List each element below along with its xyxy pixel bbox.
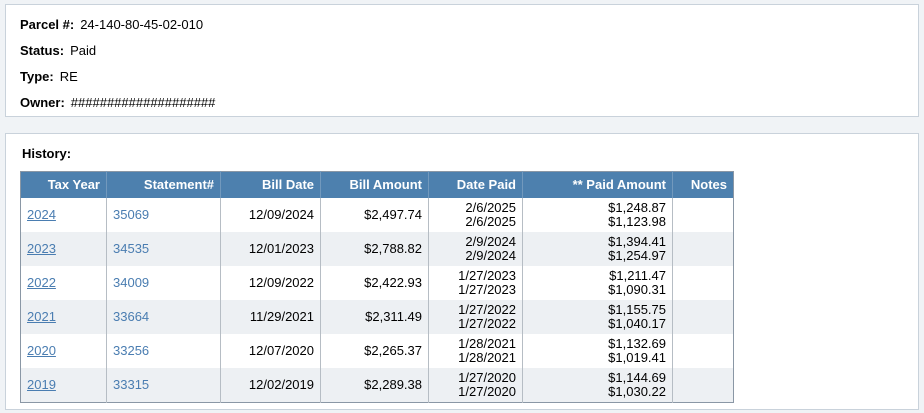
history-table: Tax Year Statement# Bill Date Bill Amoun… <box>20 171 734 403</box>
column-header-bill-amount: Bill Amount <box>320 171 429 198</box>
notes-cell <box>672 197 734 232</box>
table-row: 2022 34009 12/09/2022 $2,422.93 1/27/202… <box>21 265 734 300</box>
status-label: Status: <box>20 43 65 58</box>
table-row: 2019 33315 12/02/2019 $2,289.38 1/27/202… <box>20 367 734 402</box>
column-header-notes: Notes <box>672 171 734 198</box>
paid-amount-cell: $1,144.69 $1,030.22 <box>522 367 673 402</box>
date-paid-cell: 1/27/2022 1/27/2022 <box>428 299 523 334</box>
column-header-date-paid: Date Paid <box>428 171 523 198</box>
notes-cell <box>672 299 734 334</box>
owner-field: Owner: #################### <box>20 95 904 110</box>
tax-year-link[interactable]: 2021 <box>27 308 56 324</box>
status-field: Status: Paid <box>20 43 904 58</box>
statement-number[interactable]: 33664 <box>113 308 150 324</box>
paid-amount-cell: $1,155.75 $1,040.17 <box>522 299 673 334</box>
table-row: 2024 35069 12/09/2024 $2,497.74 2/6/2025… <box>21 197 734 232</box>
tax-year-link[interactable]: 2024 <box>27 206 56 222</box>
column-header-statement: Statement# <box>106 171 221 198</box>
notes-cell <box>672 367 734 402</box>
notes-cell <box>672 231 734 266</box>
type-label: Type: <box>20 69 54 84</box>
table-row: 2020 33256 12/07/2020 $2,265.37 1/28/202… <box>21 333 734 368</box>
column-header-bill-date: Bill Date <box>220 171 321 198</box>
table-header-row: Tax Year Statement# Bill Date Bill Amoun… <box>20 171 734 198</box>
paid-amount-cell: $1,211.47 $1,090.31 <box>522 265 673 300</box>
type-field: Type: RE <box>20 69 904 84</box>
paid-amount-cell: $1,248.87 $1,123.98 <box>522 197 673 232</box>
parcel-number-label: Parcel #: <box>20 17 75 32</box>
bill-amount-cell: $2,311.49 <box>320 299 429 334</box>
parcel-info-panel: Parcel #: 24-140-80-45-02-010 Status: Paid… <box>5 4 919 117</box>
statement-number[interactable]: 34535 <box>113 240 150 256</box>
parcel-number-value: 24-140-80-45-02-010 <box>80 17 204 32</box>
bill-date-cell: 12/01/2023 <box>220 231 321 266</box>
bill-amount-cell: $2,265.37 <box>320 333 429 368</box>
date-paid-cell: 2/9/2024 2/9/2024 <box>428 231 523 266</box>
owner-label: Owner: <box>20 95 65 110</box>
notes-cell <box>672 333 734 368</box>
bill-amount-cell: $2,497.74 <box>320 197 429 232</box>
tax-year-link[interactable]: 2023 <box>27 240 56 256</box>
bill-amount-cell: $2,788.82 <box>320 231 429 266</box>
tax-year-link[interactable]: 2020 <box>27 342 56 358</box>
date-paid-cell: 2/6/2025 2/6/2025 <box>428 197 523 232</box>
history-title: History: <box>22 146 72 161</box>
bill-amount-cell: $2,289.38 <box>320 367 429 402</box>
tax-year-link[interactable]: 2022 <box>27 274 56 290</box>
type-value: RE <box>59 69 78 84</box>
owner-value: #################### <box>70 95 216 110</box>
bill-date-cell: 12/09/2022 <box>220 265 321 300</box>
date-paid-cell: 1/27/2023 1/27/2023 <box>428 265 523 300</box>
statement-number[interactable]: 33315 <box>113 376 150 392</box>
paid-amount-cell: $1,132.69 $1,019.41 <box>522 333 673 368</box>
column-header-tax-year: Tax Year <box>20 171 107 198</box>
statement-number[interactable]: 33256 <box>113 342 150 358</box>
date-paid-cell: 1/28/2021 1/28/2021 <box>428 333 523 368</box>
table-row: 2021 33664 11/29/2021 $2,311.49 1/27/202… <box>20 299 734 334</box>
tax-year-link[interactable]: 2019 <box>27 376 56 392</box>
table-row: 2023 34535 12/01/2023 $2,788.82 2/9/2024… <box>20 231 734 266</box>
bill-amount-cell: $2,422.93 <box>320 265 429 300</box>
date-paid-cell: 1/27/2020 1/27/2020 <box>428 367 523 402</box>
notes-cell <box>672 265 734 300</box>
bill-date-cell: 11/29/2021 <box>220 299 321 334</box>
column-header-paid-amount: ** Paid Amount <box>522 171 673 198</box>
status-value: Paid <box>70 43 97 58</box>
bill-date-cell: 12/02/2019 <box>220 367 321 402</box>
statement-number[interactable]: 34009 <box>113 274 150 290</box>
paid-amount-cell: $1,394.41 $1,254.97 <box>522 231 673 266</box>
bill-date-cell: 12/07/2020 <box>220 333 321 368</box>
history-panel: History: Tax Year Statement# Bill Date B… <box>5 133 919 410</box>
parcel-number-field: Parcel #: 24-140-80-45-02-010 <box>20 17 904 32</box>
bill-date-cell: 12/09/2024 <box>220 197 321 232</box>
statement-number[interactable]: 35069 <box>113 206 150 222</box>
